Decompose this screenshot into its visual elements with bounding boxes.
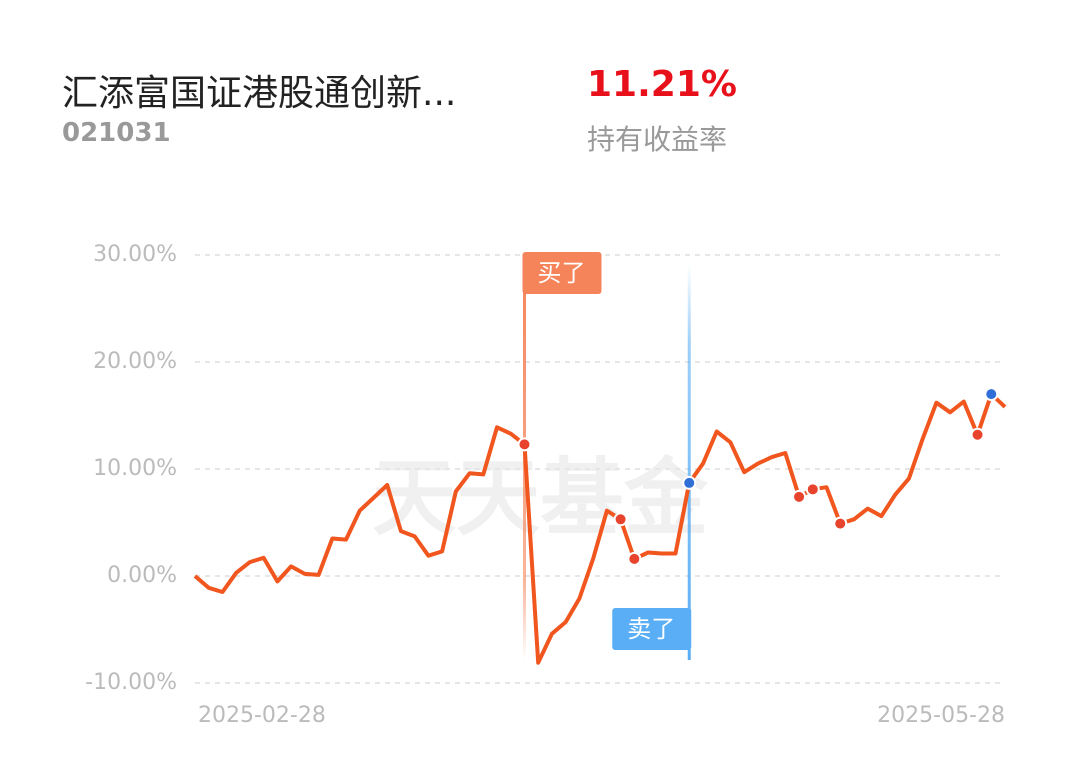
line (193, 392, 1007, 665)
trade-dot (805, 482, 820, 497)
trade-dot (682, 475, 697, 490)
trade-dot (970, 427, 985, 442)
trade-dot (984, 387, 999, 402)
return-label: 持有收益率 (587, 123, 728, 156)
fund-title[interactable]: 汇添富国证港股通创新... (62, 73, 457, 114)
trade-dot (627, 551, 642, 566)
return-value: 11.21% (587, 64, 737, 105)
trade-dot (833, 516, 848, 531)
flag-box (522, 252, 602, 294)
x-tick-label: 2025-02-28 (198, 703, 326, 728)
flag-box (612, 608, 692, 650)
flag-line (687, 265, 691, 660)
trade-dot (517, 437, 532, 452)
flag-label: 卖了 (627, 615, 675, 643)
watermark: 天天基金 (372, 448, 709, 547)
y-tick-label: 20.00% (93, 349, 177, 374)
flag-label: 买了 (537, 259, 585, 287)
fund-code: 021031 (62, 118, 171, 148)
y-tick-label: 30.00% (93, 242, 177, 267)
y-tick-label: 0.00% (107, 563, 177, 588)
x-tick-label: 2025-05-28 (877, 703, 1005, 728)
y-tick-label: -10.00% (85, 670, 177, 695)
y-tick-label: 10.00% (93, 456, 177, 481)
trade-dot (613, 512, 628, 527)
trade-dot (792, 489, 807, 504)
